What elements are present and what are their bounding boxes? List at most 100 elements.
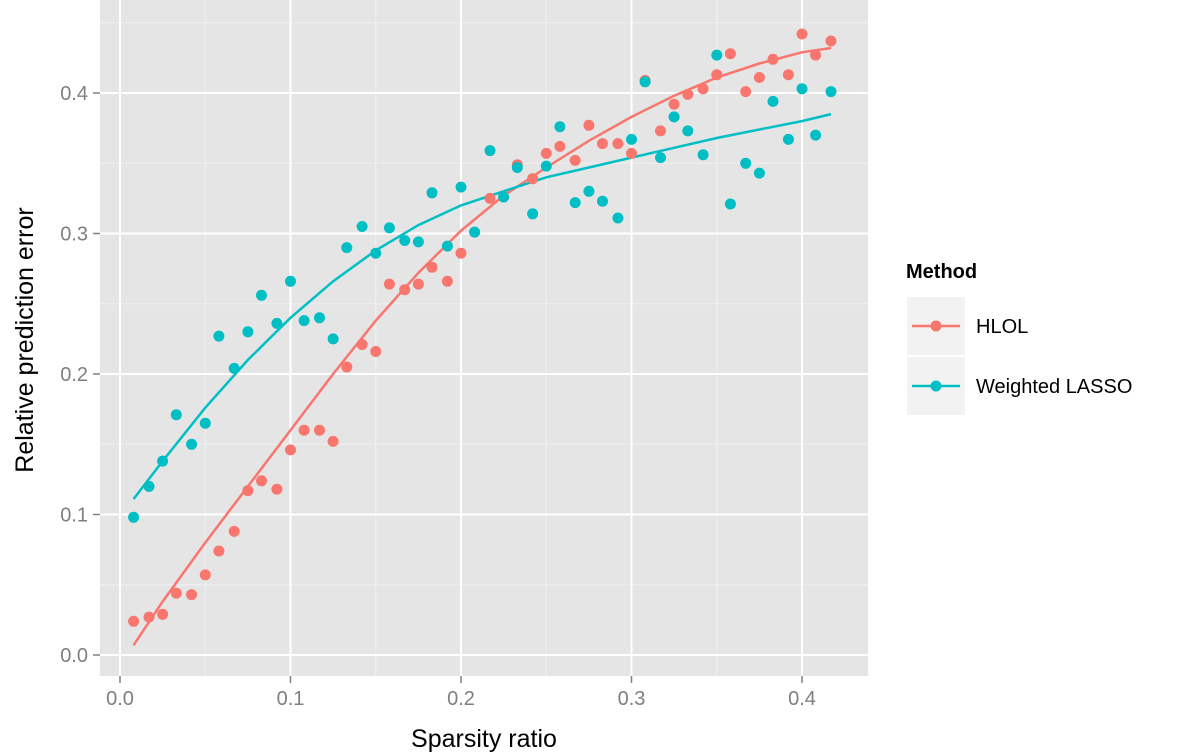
data-point-1 bbox=[711, 49, 723, 61]
data-point-0 bbox=[655, 125, 666, 137]
data-point-1 bbox=[511, 162, 523, 173]
y-tick-label: 0.1 bbox=[60, 505, 88, 527]
data-point-1 bbox=[569, 197, 581, 209]
data-point-1 bbox=[412, 236, 424, 248]
data-point-0 bbox=[441, 275, 453, 287]
y-axis-title: Relative prediction error bbox=[11, 207, 39, 472]
data-point-1 bbox=[782, 133, 794, 145]
data-point-0 bbox=[810, 49, 822, 61]
data-point-1 bbox=[128, 511, 140, 523]
data-point-1 bbox=[597, 195, 608, 207]
data-point-0 bbox=[540, 147, 552, 159]
data-point-1 bbox=[199, 417, 211, 429]
data-point-1 bbox=[540, 160, 552, 172]
data-point-1 bbox=[583, 185, 595, 197]
data-points bbox=[128, 28, 837, 627]
data-point-0 bbox=[554, 140, 566, 152]
legend-label-1: Weighted LASSO bbox=[976, 376, 1132, 398]
data-point-1 bbox=[242, 326, 254, 338]
data-point-1 bbox=[825, 86, 837, 98]
data-point-0 bbox=[626, 147, 637, 159]
data-point-1 bbox=[527, 208, 539, 220]
data-point-1 bbox=[639, 76, 651, 88]
data-point-1 bbox=[327, 333, 339, 345]
x-axis-title: Sparsity ratio bbox=[411, 725, 557, 753]
data-point-1 bbox=[157, 455, 169, 467]
data-point-1 bbox=[626, 133, 637, 145]
data-point-1 bbox=[668, 111, 680, 123]
data-point-0 bbox=[682, 88, 694, 100]
data-point-1 bbox=[143, 480, 155, 492]
fit-lines bbox=[132, 46, 832, 646]
data-point-1 bbox=[554, 121, 566, 133]
data-point-1 bbox=[740, 157, 752, 169]
data-point-0 bbox=[242, 485, 254, 497]
data-point-1 bbox=[170, 409, 182, 421]
data-point-1 bbox=[399, 235, 411, 246]
data-point-1 bbox=[298, 315, 310, 327]
data-point-0 bbox=[298, 424, 310, 436]
grid-minor bbox=[100, 0, 868, 676]
data-point-0 bbox=[527, 173, 539, 185]
legend-key-point-1 bbox=[930, 380, 942, 392]
data-point-1 bbox=[498, 191, 510, 203]
data-point-0 bbox=[399, 284, 411, 296]
data-point-1 bbox=[285, 275, 296, 287]
data-point-0 bbox=[370, 346, 382, 357]
data-point-1 bbox=[469, 226, 481, 238]
data-point-0 bbox=[383, 278, 395, 290]
data-point-0 bbox=[753, 72, 765, 83]
data-point-0 bbox=[697, 83, 709, 95]
data-point-1 bbox=[697, 149, 709, 161]
series-line-0 bbox=[132, 46, 832, 646]
data-point-0 bbox=[711, 69, 723, 81]
data-point-1 bbox=[341, 242, 353, 254]
data-point-0 bbox=[455, 247, 467, 259]
x-axis: 0.0 0.1 0.2 0.3 0.4 bbox=[106, 676, 816, 710]
data-point-0 bbox=[213, 545, 225, 557]
y-axis: 0.0 0.1 0.2 0.3 0.4 bbox=[60, 83, 100, 667]
data-point-1 bbox=[655, 152, 666, 164]
data-point-1 bbox=[796, 83, 808, 95]
data-point-1 bbox=[213, 330, 225, 342]
data-point-0 bbox=[825, 35, 837, 47]
data-point-0 bbox=[128, 615, 140, 627]
data-point-1 bbox=[810, 129, 822, 141]
data-point-0 bbox=[356, 339, 368, 350]
data-point-0 bbox=[256, 475, 267, 487]
x-tick-label: 0.3 bbox=[618, 688, 646, 710]
data-point-0 bbox=[143, 611, 155, 623]
data-point-0 bbox=[612, 138, 624, 150]
data-point-0 bbox=[597, 138, 608, 150]
data-point-1 bbox=[256, 289, 267, 301]
data-point-0 bbox=[271, 483, 283, 495]
data-point-1 bbox=[314, 312, 325, 324]
x-tick-label: 0.4 bbox=[788, 688, 816, 710]
data-point-0 bbox=[782, 69, 794, 81]
data-point-1 bbox=[753, 167, 765, 179]
data-point-1 bbox=[455, 181, 467, 193]
data-point-0 bbox=[228, 525, 240, 537]
data-point-0 bbox=[170, 587, 182, 599]
series-line-1 bbox=[132, 112, 832, 500]
data-point-0 bbox=[426, 261, 438, 273]
x-tick-label: 0.0 bbox=[106, 688, 134, 710]
x-tick-label: 0.1 bbox=[277, 688, 305, 710]
data-point-1 bbox=[484, 145, 496, 157]
panel-background bbox=[100, 0, 868, 676]
data-point-1 bbox=[441, 240, 453, 252]
data-point-1 bbox=[426, 187, 438, 199]
data-point-0 bbox=[199, 569, 211, 581]
y-tick-label: 0.3 bbox=[60, 224, 88, 246]
y-tick-label: 0.2 bbox=[60, 364, 88, 386]
legend-key-point-0 bbox=[930, 320, 942, 332]
data-point-0 bbox=[583, 119, 595, 131]
data-point-1 bbox=[724, 198, 736, 210]
data-point-0 bbox=[767, 53, 779, 65]
legend: Method HLOL Weighted LASSO bbox=[905, 261, 1132, 417]
data-point-1 bbox=[767, 95, 779, 107]
data-point-0 bbox=[412, 278, 424, 290]
legend-label-0: HLOL bbox=[976, 316, 1028, 338]
data-point-0 bbox=[740, 86, 752, 98]
